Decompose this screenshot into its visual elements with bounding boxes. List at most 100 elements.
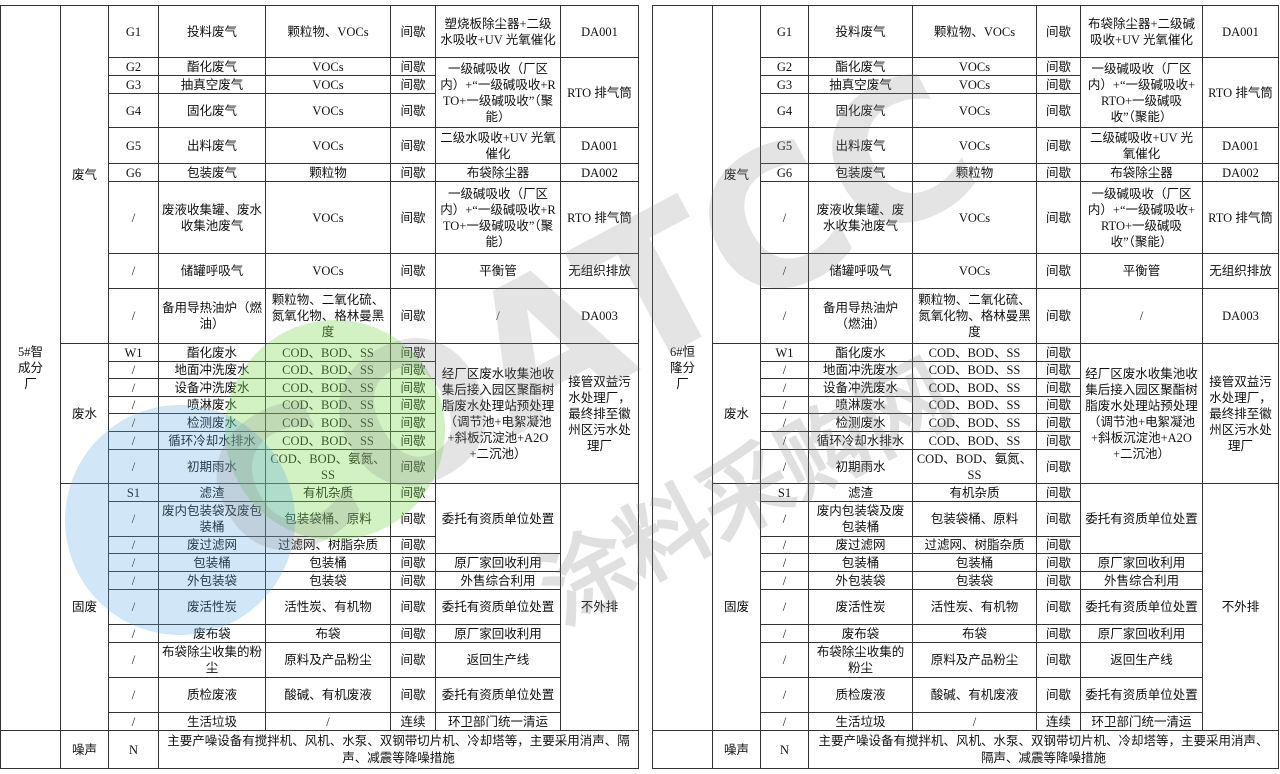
treatment: 委托有资质单位处置 [435, 589, 561, 625]
source-name: 废活性炭 [808, 589, 913, 625]
treatment: 二级碱吸收+UV 光氧催化 [1080, 127, 1203, 164]
pollutant: 包装袋 [265, 571, 391, 590]
outlet: DA003 [560, 288, 639, 344]
category: 废水 [60, 343, 109, 484]
discharge-mode: 间歇 [390, 163, 436, 182]
code: / [760, 501, 809, 537]
treatment: 平衡管 [435, 253, 561, 289]
discharge-mode: 间歇 [1036, 431, 1081, 450]
code: / [760, 288, 809, 344]
code: G5 [760, 127, 809, 164]
pollutant: 包装桶 [912, 553, 1037, 572]
code: / [108, 712, 159, 731]
treatment: 外售综合利用 [1080, 571, 1203, 590]
noise-description: 主要产噪设备有搅拌机、风机、水泵、双钢带切片机、冷却塔等，主要采用消声、隔声、减… [808, 730, 1279, 769]
pollutant: / [265, 712, 391, 731]
code: G3 [108, 75, 159, 94]
treatment: 一级碱吸收（厂区内）+“一级碱吸收+RTO+一级碱吸收”（聚能） [435, 57, 561, 128]
pollutant: 颗粒物、二氧化硫、氮氧化物、格林曼黑度 [265, 288, 391, 344]
table-row: / 废液收集罐、废水收集池废气 VOCs 间歇 一级碱吸收（厂区内）+“一级碱吸收+RT… [653, 181, 1279, 254]
code: / [760, 589, 809, 625]
source-name: 废过滤网 [808, 536, 913, 554]
source-name: 滤渣 [158, 483, 266, 502]
code: / [108, 396, 159, 414]
discharge-mode: 间歇 [390, 413, 436, 432]
pollutant: VOCs [265, 127, 391, 164]
table-row: G2 酯化废气 VOCs 间歇 一级碱吸收（厂区内）+“一级碱吸收+RTO+一级碱吸收”… [1, 57, 639, 128]
code: / [108, 642, 159, 678]
discharge-mode: 间歇 [390, 396, 436, 414]
source-name: 废液收集罐、废水收集池废气 [808, 181, 913, 254]
source-name: 投料废气 [808, 5, 913, 58]
code: S1 [760, 483, 809, 502]
table-row: G4 固化废气 VOCs 间歇 [653, 93, 1279, 128]
table-row: / 废活性炭 活性炭、有机物 间歇 委托有资质单位处置 [653, 589, 1279, 625]
source-name: 地面冲洗废水 [158, 361, 266, 379]
treatment: 布袋除尘器 [435, 163, 561, 182]
source-name: 初期雨水 [808, 449, 913, 484]
outlet: DA001 [1202, 127, 1279, 164]
discharge-mode: 间歇 [390, 536, 436, 554]
table-row: / 外包装袋 包装袋 间歇 外售综合利用 [653, 571, 1279, 590]
code: / [108, 589, 159, 625]
discharge-mode: 间歇 [390, 361, 436, 379]
treatment: 返回生产线 [1080, 642, 1203, 678]
pollutant: 活性炭、有机物 [912, 589, 1037, 625]
discharge-mode: 间歇 [390, 642, 436, 678]
code: / [760, 413, 809, 432]
pollutant: COD、BOD、SS [265, 343, 391, 362]
pollutant: COD、BOD、SS [912, 378, 1037, 397]
table-row: / 包装桶 包装桶 间歇 原厂家回收利用 [653, 553, 1279, 572]
source-name: 废液收集罐、废水收集池废气 [158, 181, 266, 254]
discharge-mode: 间歇 [1036, 536, 1081, 554]
source-name: 设备冲洗废水 [158, 378, 266, 397]
outlet: RTO 排气筒 [1202, 181, 1279, 254]
empty-cell [652, 730, 713, 769]
pollutant: 颗粒物、VOCs [265, 5, 391, 58]
discharge-mode: 间歇 [1036, 5, 1081, 58]
code: / [108, 501, 159, 537]
pollutant: VOCs [265, 181, 391, 254]
discharge-mode: 间歇 [1036, 378, 1081, 397]
discharge-mode: 间歇 [390, 57, 436, 76]
outlet: DA001 [560, 5, 639, 58]
source-name: 废过滤网 [158, 536, 266, 554]
discharge-mode: 间歇 [1036, 677, 1081, 713]
treatment: / [435, 288, 561, 344]
code: / [108, 624, 159, 643]
treatment: 二级水吸收+UV 光氧催化 [435, 127, 561, 164]
pollutant: VOCs [265, 93, 391, 128]
code: / [760, 712, 809, 731]
discharge-mode: 间歇 [390, 75, 436, 94]
code: N [760, 730, 809, 769]
treatment: 环卫部门统一清运 [435, 712, 561, 731]
category: 废气 [712, 5, 761, 344]
table-row: 固废 S1 滤渣 有机杂质 间歇 委托有资质单位处置 不外排 [653, 483, 1279, 731]
code: G4 [760, 93, 809, 128]
code: / [108, 571, 159, 590]
source-name: 包装桶 [158, 553, 266, 572]
treatment: 一级碱吸收（厂区内）+“一级碱吸收+RTO+一级碱吸收”（聚能） [1080, 57, 1203, 128]
source-name: 储罐呼吸气 [808, 253, 913, 289]
pollutant: 过滤网、树脂杂质 [265, 536, 391, 554]
treatment: 平衡管 [1080, 253, 1203, 289]
treatment: 返回生产线 [435, 642, 561, 678]
outlet: 无组织排放 [560, 253, 639, 289]
code: S1 [108, 483, 159, 502]
treatment: 塑烧板除尘器+二级水吸收+UV 光氧催化 [435, 5, 561, 58]
table-row: G6 包装废气 颗粒物 间歇 布袋除尘器 DA002 [653, 163, 1279, 182]
source-name: 外包装袋 [158, 571, 266, 590]
treatment: 布袋除尘器+二级碱吸收+UV 光氧催化 [1080, 5, 1203, 58]
discharge-mode: 间歇 [390, 288, 436, 344]
pollutant: 布袋 [912, 624, 1037, 643]
table-row: 废水 W1 酯化废水 COD、BOD、SS 间歇 经厂区废水收集池收集后接入园区聚酯树脂废… [1, 343, 639, 484]
code: / [760, 181, 809, 254]
discharge-mode: 间歇 [390, 571, 436, 590]
code: G4 [108, 93, 159, 128]
outlet: 不外排 [1202, 483, 1279, 731]
pollutant: 颗粒物、VOCs [912, 5, 1037, 58]
pollutant: 颗粒物、二氧化硫、氮氧化物、格林曼黑度 [912, 288, 1037, 344]
treatment: 经厂区废水收集池收集后接入园区聚酯树脂废水处理站预处理（调节池+电絮凝池+斜板沉… [1080, 343, 1203, 484]
pollutant: VOCs [912, 253, 1037, 289]
category: 噪声 [60, 730, 109, 769]
